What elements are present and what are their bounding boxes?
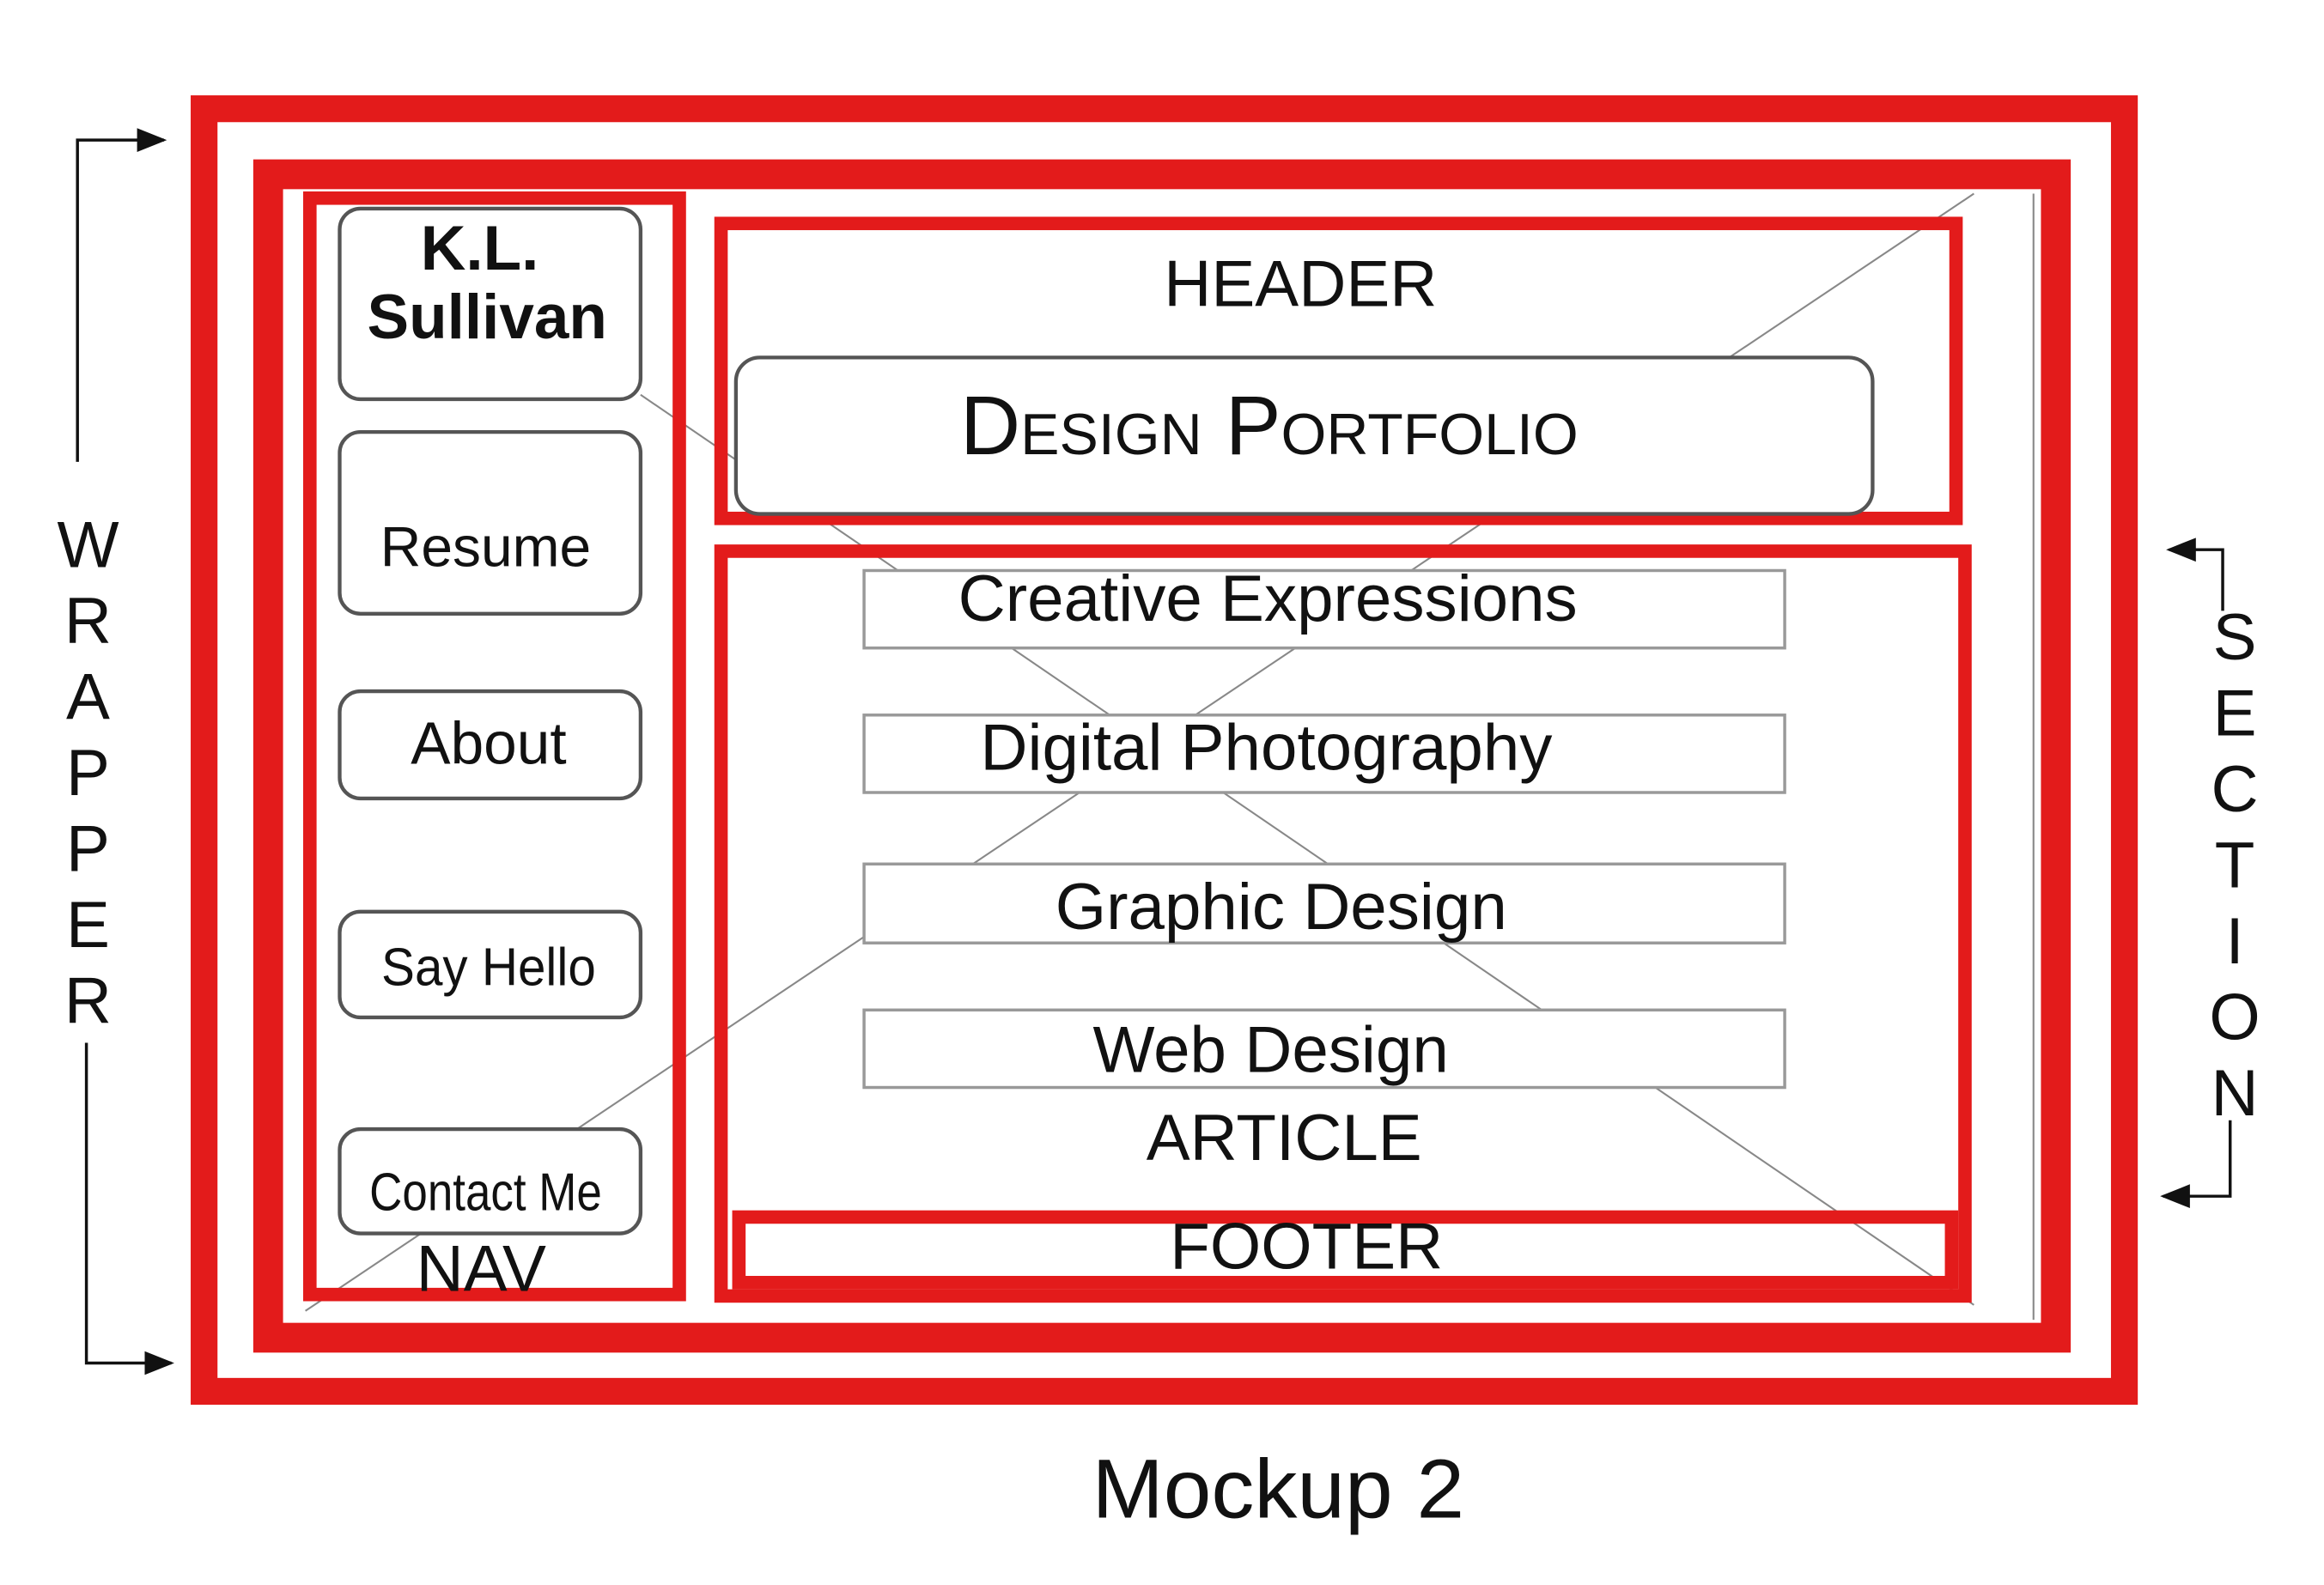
nav-item[interactable]: About — [411, 709, 566, 776]
brand-line: Sullivan — [368, 282, 607, 352]
wrapper-arrow — [76, 128, 167, 462]
wrapper-label: WRAPPER — [52, 509, 125, 1041]
article-item-box[interactable] — [862, 1008, 1786, 1090]
section-arrow — [2160, 1120, 2232, 1209]
article-item-box[interactable] — [862, 862, 1786, 944]
header-box — [714, 216, 1963, 525]
nav-button[interactable] — [338, 1127, 643, 1236]
nav-item[interactable]: Resume — [380, 514, 591, 578]
caption: Mockup 2 — [1092, 1442, 1464, 1536]
nav-button[interactable] — [338, 909, 643, 1020]
nav-item[interactable]: Contact Me — [369, 1163, 602, 1223]
title-box — [733, 355, 1875, 516]
section-box — [252, 159, 2072, 1353]
section-label: SECTION — [2199, 601, 2272, 1133]
article-label: ARTICLE — [1147, 1102, 1422, 1175]
article-item[interactable]: Graphic Design — [1056, 871, 1507, 944]
nav-label: NAV — [417, 1233, 546, 1306]
article-item-box[interactable] — [862, 568, 1786, 650]
article-box — [714, 544, 1972, 1303]
nav-item[interactable]: Say Hello — [381, 938, 596, 998]
brand-button[interactable] — [338, 206, 643, 402]
site-title: Design Portfolio — [960, 379, 1579, 472]
article-item[interactable]: Web Design — [1092, 1014, 1448, 1087]
footer-label: FOOTER — [1170, 1211, 1443, 1284]
section-arrow — [2166, 537, 2224, 611]
nav-button[interactable] — [338, 429, 643, 616]
wrapper-arrow — [84, 1042, 174, 1375]
brand-line: K.L. — [421, 214, 539, 283]
footer-box — [732, 1210, 1959, 1290]
nav-box — [302, 191, 686, 1302]
nav-button[interactable] — [338, 689, 643, 801]
article-item-box[interactable] — [862, 714, 1786, 794]
article-item[interactable]: Digital Photography — [980, 711, 1553, 784]
wrapper-box — [191, 95, 2138, 1406]
header-label: HEADER — [1164, 248, 1437, 321]
article-item[interactable]: Creative Expressions — [958, 562, 1578, 635]
